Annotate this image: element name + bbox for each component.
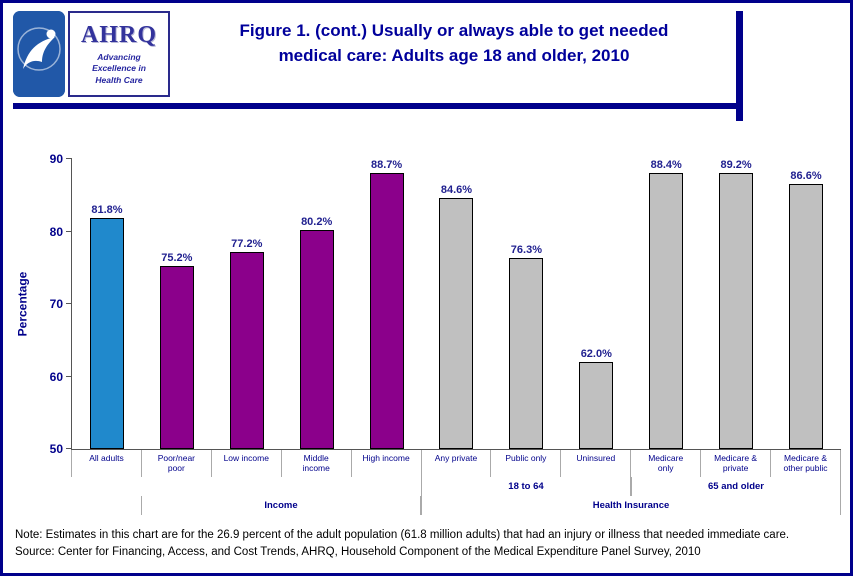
bar-column: 62.0% bbox=[561, 159, 631, 449]
bar-column: 86.6% bbox=[771, 159, 841, 449]
bar-column: 80.2% bbox=[282, 159, 352, 449]
y-tick-label-90: 90 bbox=[49, 152, 63, 166]
hhs-eagle-icon bbox=[13, 11, 65, 97]
bar-column: 81.8% bbox=[72, 159, 142, 449]
ahrq-logo: AHRQ Advancing Excellence in Health Care bbox=[68, 11, 170, 97]
ahrq-wordmark: AHRQ bbox=[81, 22, 157, 49]
y-axis-title: Percentage bbox=[15, 271, 30, 337]
group-label: 65 and older bbox=[631, 477, 841, 496]
group-spacer bbox=[71, 496, 141, 515]
header: AHRQ Advancing Excellence in Health Care… bbox=[3, 3, 850, 103]
bar-any-private bbox=[439, 198, 474, 449]
category-label: All adults bbox=[72, 450, 142, 477]
bar-column: 84.6% bbox=[422, 159, 492, 449]
bar-public-only bbox=[509, 258, 544, 449]
category-label: Middle income bbox=[282, 450, 352, 477]
y-tick-mark bbox=[66, 303, 72, 304]
group-spacer bbox=[71, 477, 421, 496]
y-tick-label-70: 70 bbox=[49, 297, 63, 311]
group-axis-mid: 18 to 64 65 and older bbox=[71, 477, 841, 496]
bar-column: 77.2% bbox=[212, 159, 282, 449]
y-tick-label-50: 50 bbox=[49, 442, 63, 456]
bar-value-label: 76.3% bbox=[510, 244, 542, 257]
bar-value-label: 84.6% bbox=[440, 184, 473, 197]
bar-medicare-only bbox=[649, 173, 684, 449]
bar-uninsured bbox=[579, 362, 614, 449]
bar-value-label: 62.0% bbox=[580, 348, 612, 360]
bar-value-label: 77.2% bbox=[231, 237, 263, 250]
category-label: Medicare only bbox=[631, 450, 702, 477]
ahrq-tagline: Advancing Excellence in Health Care bbox=[92, 52, 146, 85]
category-label: Poor/near poor bbox=[142, 450, 212, 477]
y-tick-label-60: 60 bbox=[49, 369, 63, 384]
bar-value-label: 88.4% bbox=[650, 159, 682, 171]
hhs-logo bbox=[13, 11, 65, 97]
note-text: Note: Estimates in this chart are for th… bbox=[15, 529, 790, 541]
bar-low-income bbox=[229, 251, 264, 449]
header-horizontal-rule bbox=[13, 103, 737, 109]
bar-column: 75.2% bbox=[142, 159, 212, 449]
plot-block: 81.8% 75.2% 77.2% 80.2% 88.7% 84.6% 76.3% 62.0%… bbox=[66, 158, 841, 515]
group-label: Health Insurance bbox=[421, 496, 841, 515]
category-axis: All adults Poor/near poor Low income Middle… bbox=[71, 450, 841, 477]
bar-column: 88.7% bbox=[352, 159, 422, 449]
bar-value-label: 75.2% bbox=[161, 252, 193, 265]
group-label: 18 to 64 bbox=[421, 477, 631, 496]
y-tick-mark bbox=[66, 158, 72, 159]
y-tick-label-80: 80 bbox=[49, 224, 63, 239]
y-tick-mark bbox=[66, 375, 72, 377]
bar-column: 88.4% bbox=[631, 159, 701, 449]
y-tick-mark bbox=[66, 448, 72, 449]
source-text: Source: Center for Financing, Access, an… bbox=[15, 546, 701, 559]
group-label: Income bbox=[141, 496, 421, 515]
bar-poor-near-poor bbox=[159, 266, 194, 449]
bar-column: 76.3% bbox=[491, 159, 561, 449]
category-label: Medicare & other public bbox=[771, 450, 841, 477]
logo-group: AHRQ Advancing Excellence in Health Care bbox=[13, 11, 170, 97]
category-label: Uninsured bbox=[561, 450, 632, 477]
bar-value-label: 81.8% bbox=[91, 204, 123, 217]
bar-high-income bbox=[369, 173, 404, 449]
figure-title: Figure 1. (cont.) Usually or always able… bbox=[239, 21, 669, 65]
bar-medicare-other-public bbox=[789, 183, 824, 449]
bar-chart: Percentage 90 80 70 60 50 81.8% 75.2% 77.2% 80.… bbox=[11, 152, 850, 515]
plot-area: 81.8% 75.2% 77.2% 80.2% 88.7% 84.6% 76.3% 62.0%… bbox=[66, 158, 841, 450]
category-label: Low income bbox=[212, 450, 282, 477]
footer-notes: Note: Estimates in this chart are for th… bbox=[15, 527, 850, 562]
bar-column: 89.2% bbox=[701, 159, 771, 449]
category-label: Medicare & private bbox=[701, 450, 772, 477]
bar-value-label: 80.2% bbox=[301, 216, 333, 229]
y-axis-ticks: 90 80 70 60 50 bbox=[33, 152, 71, 456]
bar-value-label: 89.2% bbox=[720, 159, 752, 171]
header-vertical-rule bbox=[736, 11, 743, 121]
category-label: Any private bbox=[422, 450, 492, 477]
y-tick-mark bbox=[66, 230, 72, 232]
bar-value-label: 88.7% bbox=[370, 159, 403, 171]
bar-middle-income bbox=[299, 230, 334, 449]
category-label: High income bbox=[352, 450, 422, 477]
group-axis-bottom: Income Health Insurance bbox=[71, 496, 841, 515]
category-label: Public only bbox=[491, 450, 562, 477]
bar-value-label: 86.6% bbox=[790, 169, 822, 182]
bar-medicare-private bbox=[719, 173, 754, 449]
bar-all-adults bbox=[89, 218, 124, 449]
